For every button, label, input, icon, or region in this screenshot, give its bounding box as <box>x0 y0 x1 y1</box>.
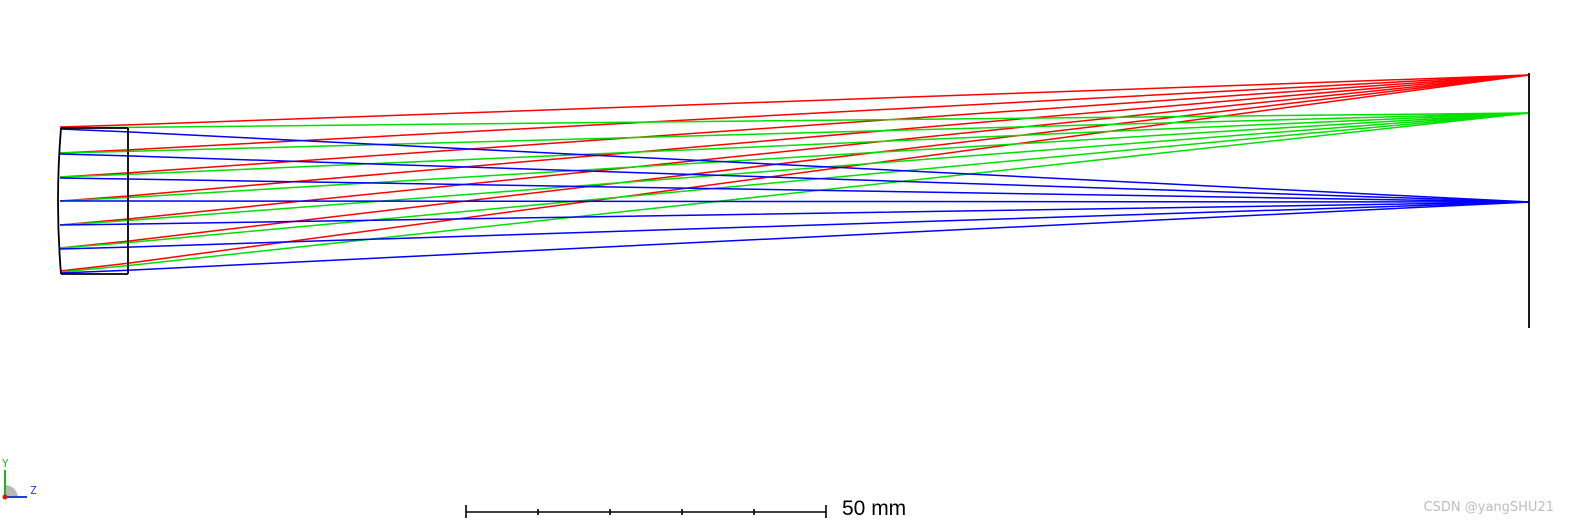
ray <box>59 153 1530 203</box>
ray <box>60 200 1530 203</box>
axis-y-label: Y <box>2 457 9 470</box>
axis-z-label: Z <box>30 484 37 497</box>
ray <box>59 201 1530 226</box>
ray-fan-field-2 <box>59 112 1530 273</box>
ray <box>59 112 1530 273</box>
ray <box>59 112 1530 178</box>
ray <box>59 112 1530 226</box>
axis-indicator-icon <box>2 470 27 500</box>
lens-front-surface <box>57 127 62 275</box>
ray <box>59 128 1530 203</box>
ray <box>59 74 1530 128</box>
watermark-text: CSDN @yangSHU21 <box>1423 500 1554 515</box>
lens-element <box>57 127 129 275</box>
scale-bar-label: 50 mm <box>842 497 907 520</box>
ray <box>59 201 1530 274</box>
ray <box>59 74 1530 154</box>
scale-bar <box>465 505 827 518</box>
